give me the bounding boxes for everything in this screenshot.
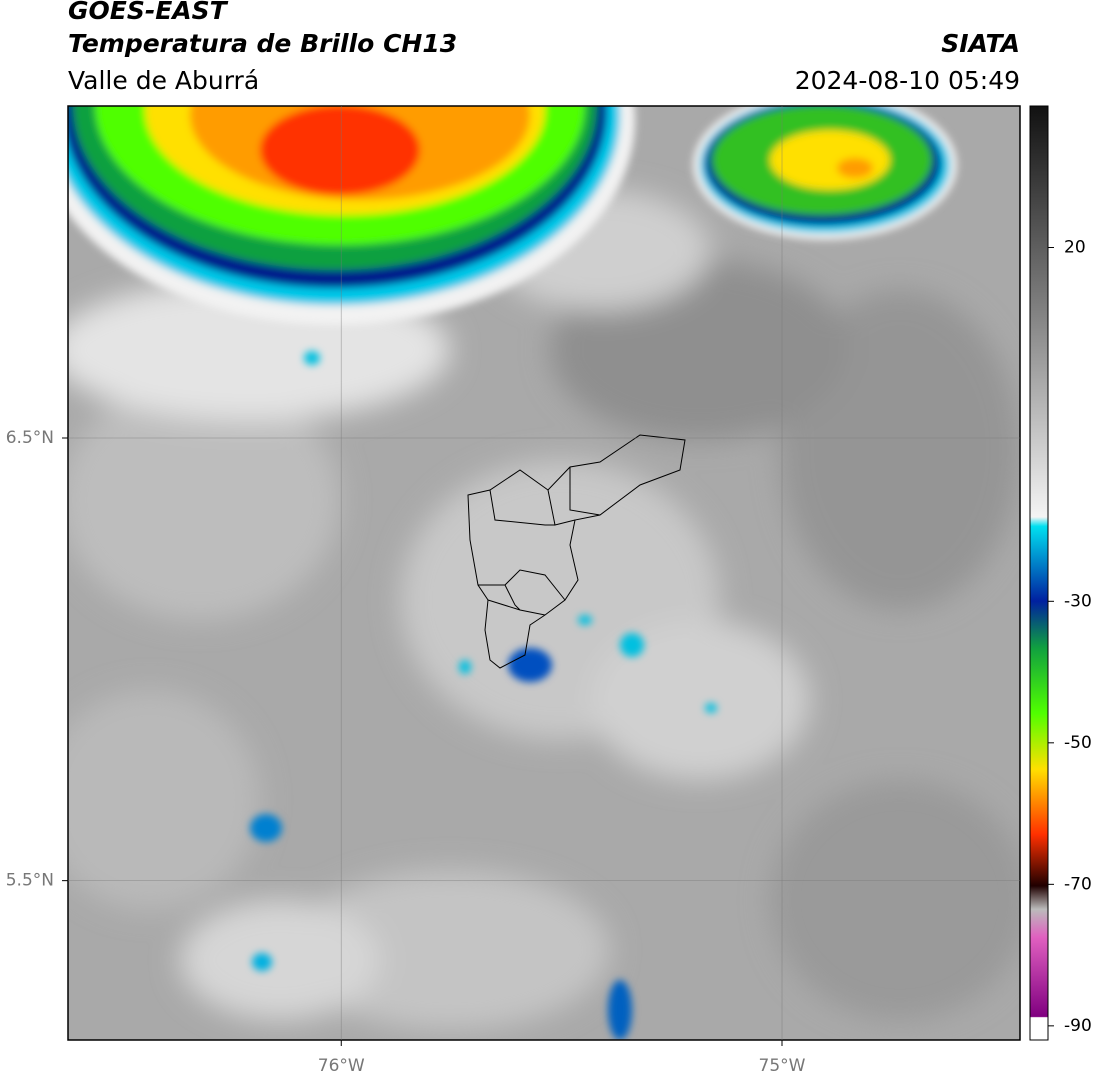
colorbar-tick-label: -70: [1064, 874, 1092, 894]
x-tick-label: 75°W: [759, 1056, 806, 1076]
timestamp: 2024-08-10 05:49: [795, 66, 1020, 95]
map-frame: [67, 105, 1021, 1041]
y-tick-label: 6.5°N: [6, 428, 54, 448]
municipal-boundaries: [467, 434, 686, 669]
imagery: [68, 106, 1020, 1040]
y-tick-label: 5.5°N: [6, 871, 54, 891]
x-tick-label: 76°W: [318, 1056, 365, 1076]
colorbar-tick-label: -90: [1064, 1016, 1092, 1036]
colorbar-tick-label: -50: [1064, 733, 1092, 753]
colorbar-tick-label: -30: [1064, 591, 1092, 611]
colorbar: [1029, 105, 1049, 1041]
colorbar-tick-label: 20: [1064, 238, 1086, 258]
title: GOES-EAST: [68, 0, 229, 25]
subtitle: Temperatura de Brillo CH13: [68, 29, 457, 58]
region: Valle de Aburrá: [68, 66, 259, 95]
source: SIATA: [941, 29, 1020, 58]
